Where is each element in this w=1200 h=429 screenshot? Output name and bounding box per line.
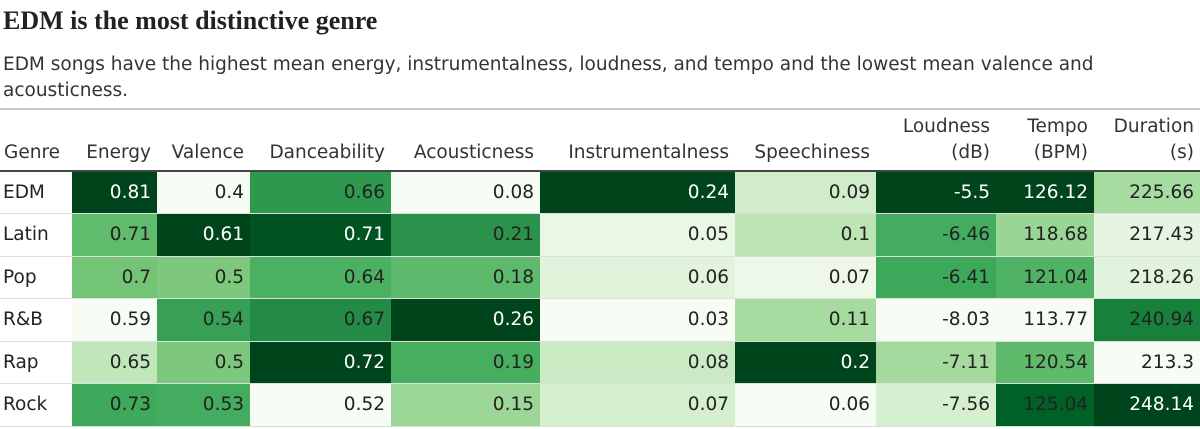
value-cell: 113.77: [996, 298, 1094, 342]
value-cell: 125.04: [996, 383, 1094, 427]
value-cell: 0.65: [72, 341, 157, 384]
column-header: Energy: [72, 110, 157, 172]
value-cell: 0.59: [72, 298, 157, 342]
value-cell: 218.26: [1094, 256, 1200, 299]
genre-cell: EDM: [0, 171, 72, 214]
value-cell: 0.26: [391, 298, 540, 342]
title: EDM is the most distinctive genre: [3, 6, 378, 35]
value-cell: 0.07: [540, 383, 735, 427]
value-cell: 118.68: [996, 213, 1094, 257]
table-row: Rock 0.73 0.53 0.52 0.15 0.07 0.06 -7.56 125.04 2…: [0, 383, 1200, 427]
value-cell: 0.08: [540, 341, 735, 384]
value-cell: 0.2: [735, 341, 876, 384]
table-row: EDM 0.81 0.4 0.66 0.08 0.24 0.09 -5.5 126.12 225.…: [0, 171, 1200, 214]
column-header-text: Tempo (BPM): [1027, 116, 1088, 163]
column-header: Valence: [157, 110, 250, 172]
value-cell: 0.19: [391, 341, 540, 384]
value-cell: 0.11: [735, 298, 876, 342]
value-cell: 121.04: [996, 256, 1094, 299]
value-cell: 0.5: [157, 341, 250, 384]
value-cell: 0.06: [540, 256, 735, 299]
table-row: Pop 0.7 0.5 0.64 0.18 0.06 0.07 -6.41 121.04 218.…: [0, 256, 1200, 299]
value-cell: 120.54: [996, 341, 1094, 384]
value-cell: 0.71: [250, 213, 391, 257]
value-cell: 0.09: [735, 171, 876, 214]
value-cell: 0.1: [735, 213, 876, 257]
value-cell: 0.18: [391, 256, 540, 299]
genre-cell: Rap: [0, 341, 72, 384]
column-header: Loudness (dB): [876, 110, 996, 172]
column-header: Speechiness: [735, 110, 876, 172]
heatmap-table: Genre Energy Valence Danceability Acousticne…: [0, 110, 1200, 427]
column-header-text: Danceability: [269, 142, 385, 163]
column-header-text: Genre: [4, 142, 61, 163]
column-header: Duration (s): [1094, 110, 1200, 172]
column-header-text: Valence: [171, 142, 244, 163]
genre-cell: Pop: [0, 256, 72, 299]
value-cell: 0.66: [250, 171, 391, 214]
value-cell: 0.64: [250, 256, 391, 299]
value-cell: 248.14: [1094, 383, 1200, 427]
value-cell: 0.61: [157, 213, 250, 257]
column-header-text: Duration (s): [1113, 116, 1194, 163]
table-row: R&B 0.59 0.54 0.67 0.26 0.03 0.11 -8.03 113.77 24…: [0, 298, 1200, 342]
value-cell: 0.53: [157, 383, 250, 427]
genre-cell: Rock: [0, 383, 72, 427]
column-header: Instrumentalness: [540, 110, 735, 172]
column-header: Acousticness: [391, 110, 540, 172]
value-cell: 0.73: [72, 383, 157, 427]
value-cell: 0.05: [540, 213, 735, 257]
value-cell: 0.06: [735, 383, 876, 427]
value-cell: 0.52: [250, 383, 391, 427]
value-cell: 0.72: [250, 341, 391, 384]
table-body: EDM 0.81 0.4 0.66 0.08 0.24 0.09 -5.5 126.12 225.…: [0, 171, 1200, 427]
column-header-text: Instrumentalness: [568, 142, 729, 163]
value-cell: 0.08: [391, 171, 540, 214]
value-cell: 240.94: [1094, 298, 1200, 342]
table-row: Rap 0.65 0.5 0.72 0.19 0.08 0.2 -7.11 120.54 213.…: [0, 341, 1200, 384]
value-cell: 0.7: [72, 256, 157, 299]
genre-cell: R&B: [0, 298, 72, 342]
value-cell: 0.5: [157, 256, 250, 299]
value-cell: 0.81: [72, 171, 157, 214]
value-cell: -6.46: [876, 213, 996, 257]
value-cell: -7.11: [876, 341, 996, 384]
value-cell: 0.07: [735, 256, 876, 299]
column-header-text: Acousticness: [413, 142, 534, 163]
header-row: Genre Energy Valence Danceability Acousticne…: [0, 110, 1200, 172]
subtitle: EDM songs have the highest mean energy, …: [3, 54, 1094, 101]
value-cell: 0.67: [250, 298, 391, 342]
value-cell: 0.24: [540, 171, 735, 214]
column-header: Tempo (BPM): [996, 110, 1094, 172]
value-cell: 225.66: [1094, 171, 1200, 214]
column-header: Genre: [0, 110, 72, 172]
table-row: Latin 0.71 0.61 0.71 0.21 0.05 0.1 -6.46 118.68 2…: [0, 213, 1200, 257]
value-cell: -8.03: [876, 298, 996, 342]
column-header: Danceability: [250, 110, 391, 172]
value-cell: 0.03: [540, 298, 735, 342]
value-cell: 0.21: [391, 213, 540, 257]
value-cell: -7.56: [876, 383, 996, 427]
value-cell: -6.41: [876, 256, 996, 299]
value-cell: 213.3: [1094, 341, 1200, 384]
column-header-text: Speechiness: [754, 142, 870, 163]
value-cell: 126.12: [996, 171, 1094, 214]
column-header-text: Energy: [86, 142, 151, 163]
value-cell: 217.43: [1094, 213, 1200, 257]
value-cell: 0.54: [157, 298, 250, 342]
value-cell: 0.4: [157, 171, 250, 214]
genre-cell: Latin: [0, 213, 72, 257]
divider: [0, 108, 1200, 110]
value-cell: 0.71: [72, 213, 157, 257]
value-cell: -5.5: [876, 171, 996, 214]
value-cell: 0.15: [391, 383, 540, 427]
column-header-text: Loudness (dB): [902, 116, 990, 163]
